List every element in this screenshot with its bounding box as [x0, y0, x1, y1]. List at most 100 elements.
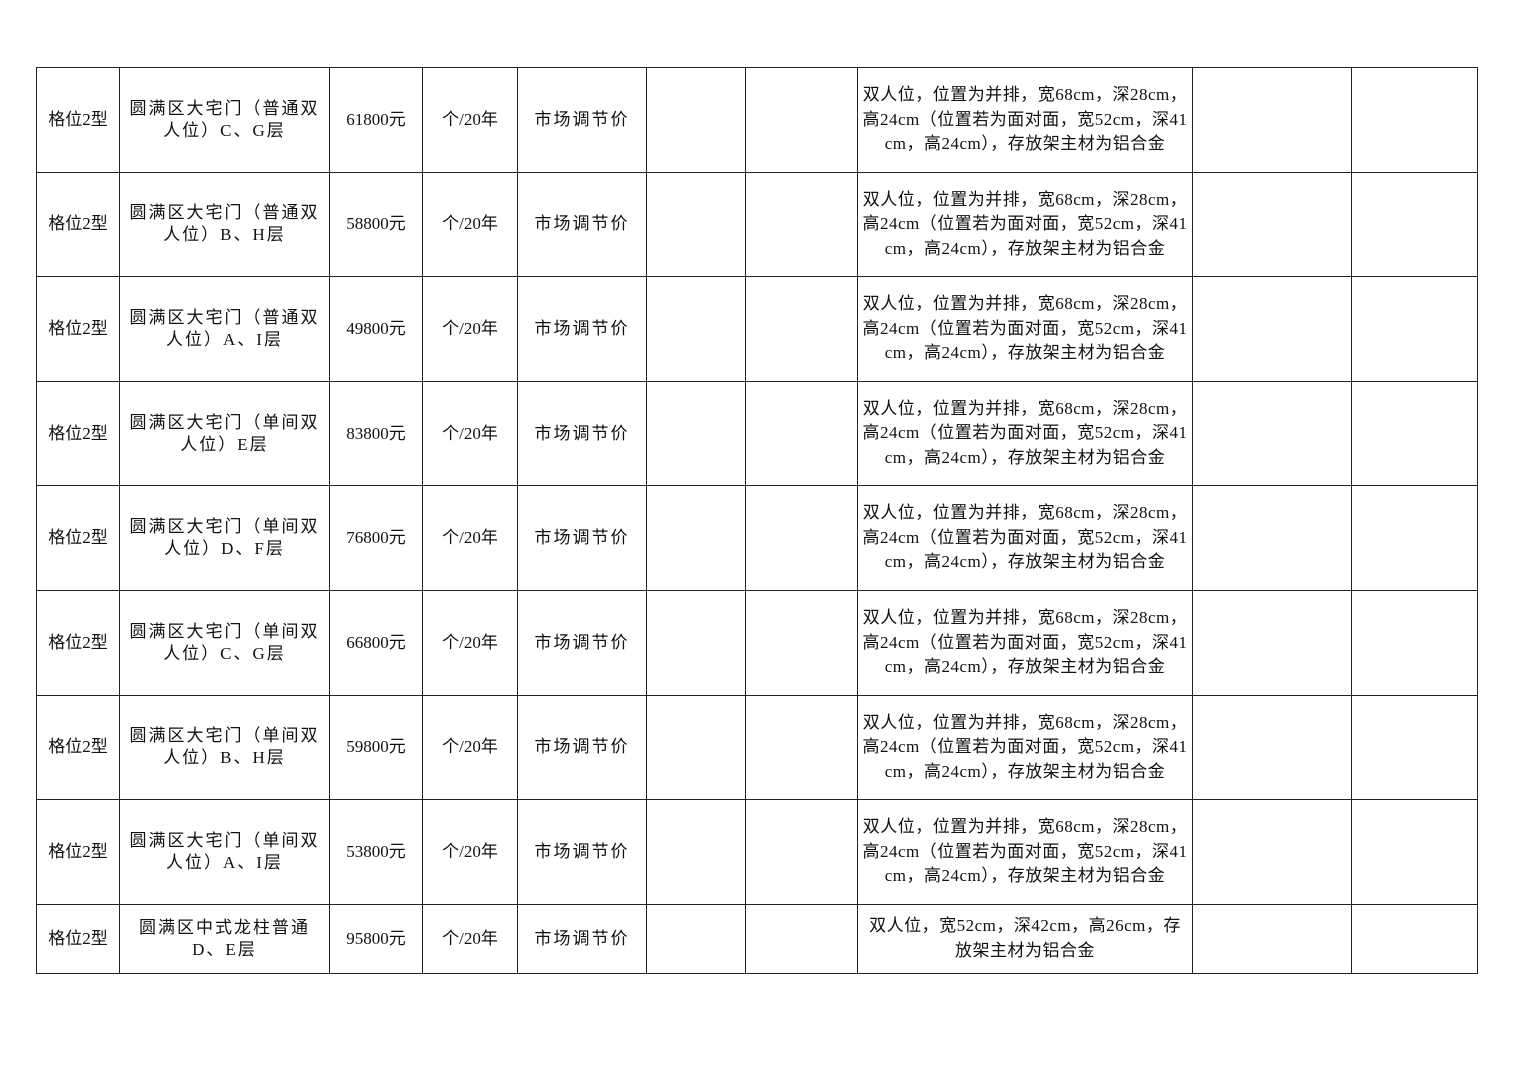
blank-cell: [646, 67, 746, 173]
blank-cell: [1351, 903, 1478, 974]
blank-cell: [1192, 276, 1352, 382]
spec-description-cell: 双人位，位置为并排，宽68cm，深28cm，高24cm（位置若为面对面，宽52c…: [857, 589, 1193, 696]
pricing-method-cell: 市场调节价: [517, 589, 647, 696]
unit-cell: 个/20年: [422, 276, 518, 382]
spec-description-cell: 双人位，位置为并排，宽68cm，深28cm，高24cm（位置若为面对面，宽52c…: [857, 276, 1193, 382]
type-cell: 格位2型: [36, 903, 120, 974]
blank-cell: [745, 694, 858, 801]
spec-description-cell: 双人位，位置为并排，宽68cm，深28cm，高24cm（位置若为面对面，宽52c…: [857, 171, 1193, 278]
blank-cell: [1351, 694, 1478, 801]
blank-cell: [646, 694, 746, 801]
location-cell: 圆满区大宅门（单间双人位）C、G层: [119, 589, 330, 696]
spec-description-cell: 双人位，位置为并排，宽68cm，深28cm，高24cm（位置若为面对面，宽52c…: [857, 380, 1193, 487]
blank-cell: [1351, 67, 1478, 173]
unit-cell: 个/20年: [422, 171, 518, 278]
spec-description-cell: 双人位，宽52cm，深42cm，高26cm，存放架主材为铝合金: [857, 903, 1193, 974]
blank-cell: [1192, 380, 1352, 487]
table-row: 格位2型 圆满区大宅门（单间双人位）C、G层 66800元 个/20年 市场调节价 双人位…: [36, 589, 1478, 696]
location-cell: 圆满区中式龙柱普通D、E层: [119, 903, 330, 974]
table-row: 格位2型 圆满区大宅门（单间双人位）A、I层 53800元 个/20年 市场调节价 双人位…: [36, 799, 1478, 905]
pricing-method-cell: 市场调节价: [517, 903, 647, 974]
table-row: 格位2型 圆满区中式龙柱普通D、E层 95800元 个/20年 市场调节价 双人位，宽52…: [36, 903, 1478, 974]
unit-cell: 个/20年: [422, 67, 518, 173]
unit-cell: 个/20年: [422, 694, 518, 801]
table-row: 格位2型 圆满区大宅门（普通双人位）B、H层 58800元 个/20年 市场调节价 双人位…: [36, 171, 1478, 278]
blank-cell: [646, 485, 746, 591]
price-cell: 53800元: [329, 799, 423, 905]
blank-cell: [646, 589, 746, 696]
spec-description-cell: 双人位，位置为并排，宽68cm，深28cm，高24cm（位置若为面对面，宽52c…: [857, 694, 1193, 801]
blank-cell: [745, 799, 858, 905]
type-cell: 格位2型: [36, 485, 120, 591]
type-cell: 格位2型: [36, 276, 120, 382]
location-cell: 圆满区大宅门（单间双人位）B、H层: [119, 694, 330, 801]
unit-cell: 个/20年: [422, 799, 518, 905]
blank-cell: [1192, 799, 1352, 905]
spec-description-cell: 双人位，位置为并排，宽68cm，深28cm，高24cm（位置若为面对面，宽52c…: [857, 485, 1193, 591]
blank-cell: [646, 799, 746, 905]
price-cell: 61800元: [329, 67, 423, 173]
type-cell: 格位2型: [36, 589, 120, 696]
blank-cell: [1351, 171, 1478, 278]
price-cell: 59800元: [329, 694, 423, 801]
blank-cell: [745, 589, 858, 696]
location-cell: 圆满区大宅门（单间双人位）D、F层: [119, 485, 330, 591]
blank-cell: [646, 380, 746, 487]
pricing-method-cell: 市场调节价: [517, 799, 647, 905]
blank-cell: [1351, 276, 1478, 382]
price-cell: 49800元: [329, 276, 423, 382]
blank-cell: [745, 67, 858, 173]
blank-cell: [1351, 485, 1478, 591]
table-row: 格位2型 圆满区大宅门（单间双人位）B、H层 59800元 个/20年 市场调节价 双人位…: [36, 694, 1478, 801]
location-cell: 圆满区大宅门（单间双人位）E层: [119, 380, 330, 487]
blank-cell: [1351, 589, 1478, 696]
price-cell: 76800元: [329, 485, 423, 591]
table-row: 格位2型 圆满区大宅门（单间双人位）E层 83800元 个/20年 市场调节价 双人位，位…: [36, 380, 1478, 487]
price-cell: 83800元: [329, 380, 423, 487]
pricing-method-cell: 市场调节价: [517, 276, 647, 382]
spec-description-cell: 双人位，位置为并排，宽68cm，深28cm，高24cm（位置若为面对面，宽52c…: [857, 67, 1193, 173]
blank-cell: [646, 276, 746, 382]
type-cell: 格位2型: [36, 694, 120, 801]
blank-cell: [745, 171, 858, 278]
price-cell: 66800元: [329, 589, 423, 696]
location-cell: 圆满区大宅门（普通双人位）A、I层: [119, 276, 330, 382]
blank-cell: [1192, 485, 1352, 591]
blank-cell: [646, 903, 746, 974]
blank-cell: [1351, 380, 1478, 487]
pricing-method-cell: 市场调节价: [517, 67, 647, 173]
blank-cell: [646, 171, 746, 278]
table-row: 格位2型 圆满区大宅门（单间双人位）D、F层 76800元 个/20年 市场调节价 双人位…: [36, 485, 1478, 591]
table-row: 格位2型 圆满区大宅门（普通双人位）C、G层 61800元 个/20年 市场调节价 双人位…: [36, 67, 1478, 173]
type-cell: 格位2型: [36, 380, 120, 487]
blank-cell: [745, 276, 858, 382]
blank-cell: [1192, 67, 1352, 173]
blank-cell: [1192, 903, 1352, 974]
pricing-method-cell: 市场调节价: [517, 694, 647, 801]
unit-cell: 个/20年: [422, 380, 518, 487]
type-cell: 格位2型: [36, 67, 120, 173]
price-table: 格位2型 圆满区大宅门（普通双人位）C、G层 61800元 个/20年 市场调节价 双人位…: [36, 67, 1478, 974]
blank-cell: [745, 380, 858, 487]
table-body: 格位2型 圆满区大宅门（普通双人位）C、G层 61800元 个/20年 市场调节价 双人位…: [36, 67, 1478, 974]
blank-cell: [745, 903, 858, 974]
price-cell: 58800元: [329, 171, 423, 278]
pricing-method-cell: 市场调节价: [517, 485, 647, 591]
blank-cell: [745, 485, 858, 591]
blank-cell: [1192, 589, 1352, 696]
unit-cell: 个/20年: [422, 589, 518, 696]
unit-cell: 个/20年: [422, 485, 518, 591]
type-cell: 格位2型: [36, 171, 120, 278]
table-row: 格位2型 圆满区大宅门（普通双人位）A、I层 49800元 个/20年 市场调节价 双人位…: [36, 276, 1478, 382]
type-cell: 格位2型: [36, 799, 120, 905]
blank-cell: [1192, 694, 1352, 801]
unit-cell: 个/20年: [422, 903, 518, 974]
price-cell: 95800元: [329, 903, 423, 974]
location-cell: 圆满区大宅门（普通双人位）C、G层: [119, 67, 330, 173]
location-cell: 圆满区大宅门（普通双人位）B、H层: [119, 171, 330, 278]
blank-cell: [1192, 171, 1352, 278]
location-cell: 圆满区大宅门（单间双人位）A、I层: [119, 799, 330, 905]
blank-cell: [1351, 799, 1478, 905]
spec-description-cell: 双人位，位置为并排，宽68cm，深28cm，高24cm（位置若为面对面，宽52c…: [857, 799, 1193, 905]
pricing-method-cell: 市场调节价: [517, 171, 647, 278]
